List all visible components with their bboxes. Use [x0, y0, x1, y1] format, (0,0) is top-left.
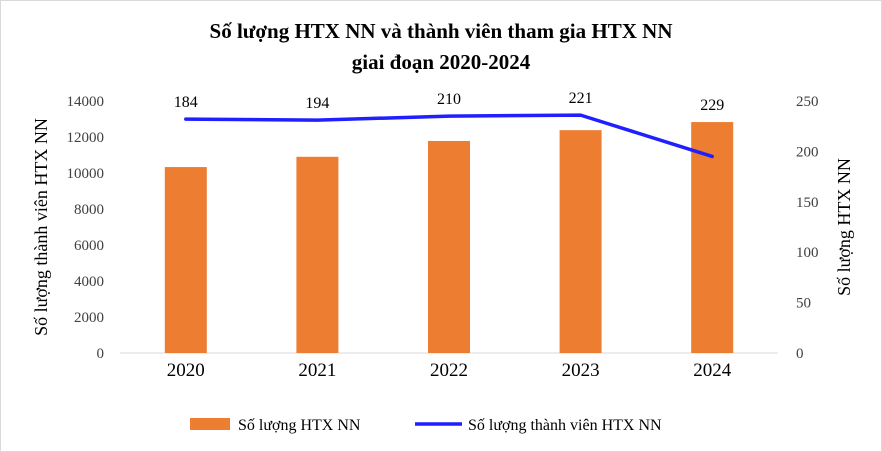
y-left-tick-label: 2000 [74, 310, 104, 326]
bar [691, 122, 734, 353]
x-tick-label: 2021 [298, 360, 336, 381]
series-line [184, 113, 714, 159]
x-tick-label: 2022 [430, 360, 468, 381]
y-left-tick-label: 10000 [67, 166, 105, 182]
data-label: 221 [569, 90, 593, 107]
x-tick-label: 2024 [693, 360, 732, 381]
y-right-tick-label: 150 [796, 195, 819, 211]
y-left-tick-label: 0 [97, 346, 105, 362]
bar [428, 140, 470, 353]
data-label: 194 [305, 95, 329, 112]
bar [559, 130, 602, 353]
y-left-tick-label: 6000 [74, 238, 104, 254]
legend-label-bar: Số lượng HTX NN [238, 417, 361, 434]
y-right-axis-title: Số lượng HTX NN [834, 158, 854, 296]
y-left-tick-label: 14000 [67, 94, 105, 110]
bar [296, 156, 339, 353]
bar [164, 167, 207, 353]
y-right-tick-label: 250 [796, 94, 819, 110]
y-left-tick-label: 8000 [74, 202, 104, 218]
data-label: 229 [700, 97, 724, 114]
chart-subtitle: giai đoạn 2020-2024 [351, 50, 531, 74]
x-tick-label: 2020 [167, 360, 205, 381]
y-left-tick-label: 4000 [74, 274, 104, 290]
y-right-tick-label: 0 [796, 346, 804, 362]
data-label: 210 [437, 91, 461, 108]
y-right-tick-label: 50 [796, 296, 811, 312]
legend-swatch-bar [190, 418, 230, 430]
legend-label-line: Số lượng thành viên HTX NN [468, 417, 662, 434]
chart-title: Số lượng HTX NN và thành viên tham gia H… [209, 19, 673, 43]
x-tick-label: 2023 [562, 360, 600, 381]
y-left-axis-title: Số lượng thành viên HTX NN [31, 118, 51, 336]
y-left-tick-label: 12000 [67, 130, 105, 146]
y-right-tick-label: 100 [796, 245, 819, 261]
y-right-tick-label: 200 [796, 144, 819, 160]
data-label: 184 [174, 94, 198, 111]
